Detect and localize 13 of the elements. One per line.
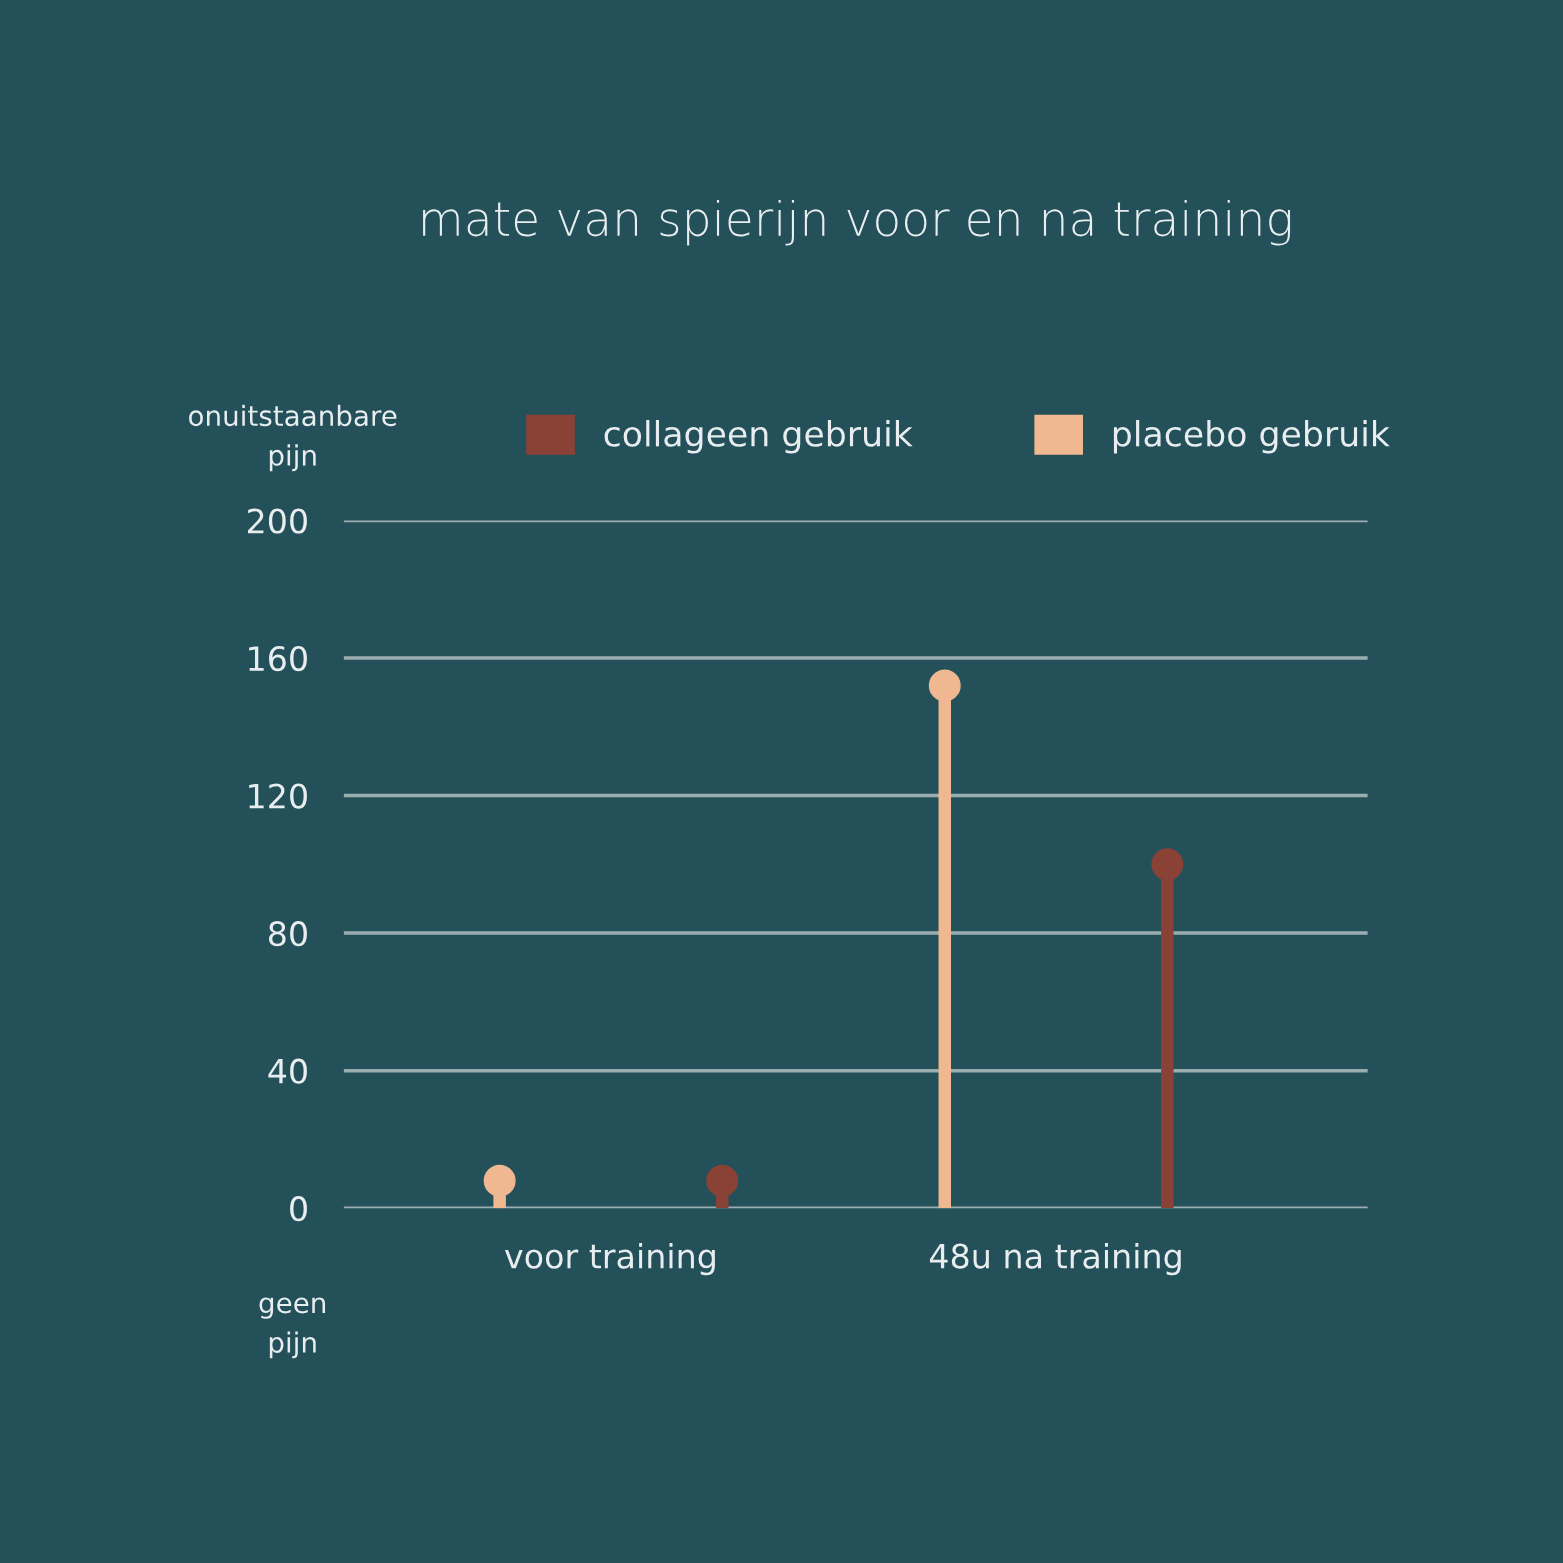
x-tick-label: voor training	[504, 1242, 715, 1276]
y-tick-label: 40	[268, 1058, 307, 1084]
y-tick-label: 120	[249, 783, 307, 809]
text: geen pijn	[259, 1297, 326, 1359]
y-tick-label: 0	[290, 1196, 307, 1222]
y-tick-label: 200	[247, 508, 307, 534]
text: onuitstaanbare pijn	[189, 404, 397, 472]
y-tick-label: 160	[249, 645, 307, 672]
x-tick-label: 48u na training	[929, 1242, 1181, 1276]
y-tick-label: 80	[268, 921, 307, 947]
legend-label: collageen gebruik	[604, 419, 913, 454]
chart-title: mate van spierijn voor en na training	[423, 199, 1291, 246]
legend-label: placebo gebruik	[1113, 419, 1390, 454]
